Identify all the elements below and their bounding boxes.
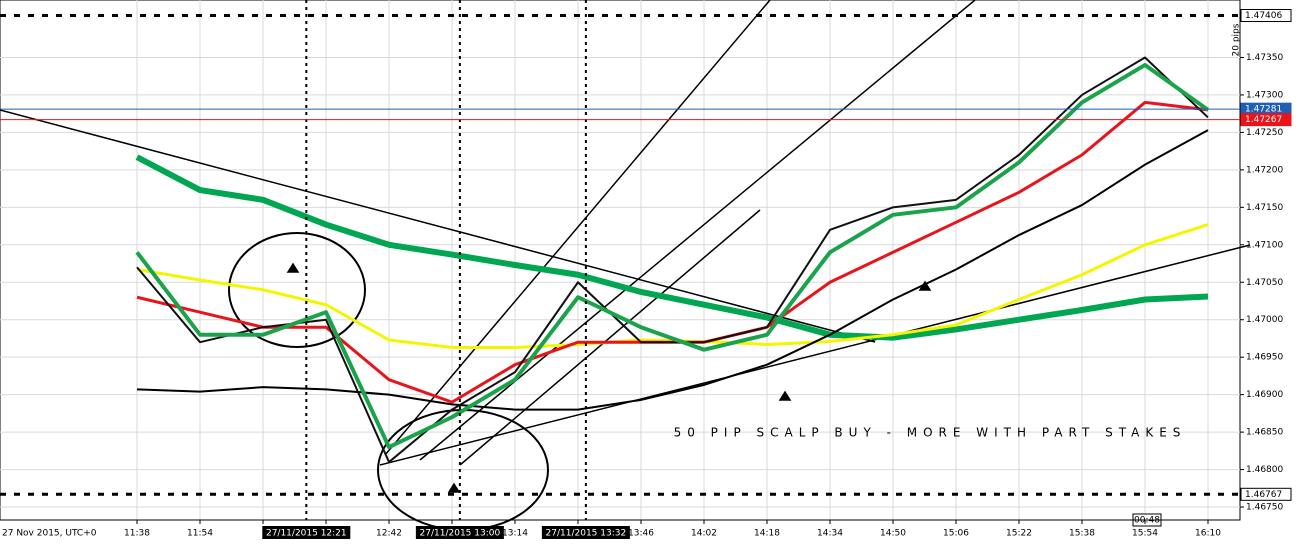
circle (228, 232, 366, 348)
y-tick-label: 1.46900 (1246, 390, 1283, 400)
price-label: 1.47281 (1245, 105, 1282, 115)
y-tick-label: 1.47350 (1246, 53, 1283, 63)
series (135, 56, 1210, 464)
y-tick-label: 1.47250 (1246, 128, 1283, 138)
drawings (0, 0, 1251, 531)
x-tick-label: 13:46 (628, 529, 654, 539)
y-tick-label: 1.47000 (1246, 315, 1283, 325)
x-tick-label: 12:42 (376, 529, 402, 539)
x-tick-label: 11:38 (124, 529, 150, 539)
x-tick-label: 15:38 (1069, 529, 1095, 539)
scale-note: 20 pips (1232, 23, 1242, 56)
x-tick-label: 14:34 (817, 529, 843, 539)
x-tick-label: 15:54 (1132, 529, 1158, 539)
y-tick-label: 1.46750 (1246, 503, 1283, 513)
date-label: 27 Nov 2015, UTC+0 (2, 529, 97, 539)
x-tick-label: 11:54 (187, 529, 213, 539)
price-label: 1.46767 (1245, 490, 1282, 500)
price-label: 1.47406 (1245, 11, 1282, 21)
y-tick-label: 1.47300 (1246, 90, 1283, 100)
y-tick-label: 1.47050 (1246, 278, 1283, 288)
y-tick-label: 1.46950 (1246, 353, 1283, 363)
y-tick-label: 1.47150 (1246, 203, 1283, 213)
fan-line (459, 209, 761, 466)
fan-line (384, 0, 771, 456)
x-tick-label: 14:50 (880, 529, 906, 539)
y-tick-label: 1.46850 (1246, 428, 1283, 438)
time-marker-box (541, 526, 630, 539)
time-marker-label: 27/11/2015 12:21 (266, 529, 347, 539)
x-tick-label: 16:10 (1195, 529, 1221, 539)
plot-frame (0, 0, 1241, 521)
price-label: 1.47267 (1245, 115, 1282, 125)
time-marker-label: 27/11/2015 13:32 (546, 529, 627, 539)
arrow (286, 262, 932, 493)
x-tick-label: 14:02 (691, 529, 717, 539)
x-tick-label: 13:14 (502, 529, 528, 539)
x-tick-label: 15:06 (943, 529, 969, 539)
time-marker-box (415, 526, 504, 539)
trend-line (0, 109, 876, 343)
series-line (136, 56, 1209, 464)
time-marker-box (262, 526, 351, 539)
series-line (136, 129, 1209, 411)
y-tick-label: 1.46800 (1246, 465, 1283, 475)
price-box (1240, 487, 1292, 501)
price-box (1240, 113, 1292, 127)
x-tick-label: 15:22 (1006, 529, 1032, 539)
price-box (1240, 9, 1292, 23)
series-line (135, 154, 1209, 341)
y-tick-label: 1.47200 (1246, 165, 1283, 175)
y-tick-label: 1.47100 (1246, 240, 1283, 250)
grid (0, 0, 1240, 520)
annotation: 50 PIP SCALP BUY - MORE WITH PART STAKES (674, 426, 1187, 440)
series-line (135, 62, 1210, 450)
x-tick-label: 14:18 (754, 529, 780, 539)
time-marker-label: 27/11/2015 13:00 (420, 529, 501, 539)
